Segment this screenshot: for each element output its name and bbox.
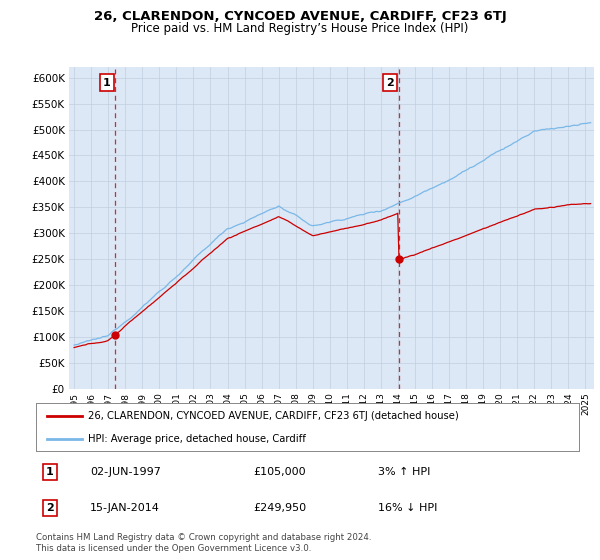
Text: Contains HM Land Registry data © Crown copyright and database right 2024.
This d: Contains HM Land Registry data © Crown c… (36, 533, 371, 553)
Text: 26, CLARENDON, CYNCOED AVENUE, CARDIFF, CF23 6TJ (detached house): 26, CLARENDON, CYNCOED AVENUE, CARDIFF, … (88, 411, 458, 421)
Text: £105,000: £105,000 (253, 466, 306, 477)
Text: 3% ↑ HPI: 3% ↑ HPI (378, 466, 430, 477)
Text: 1: 1 (46, 466, 53, 477)
Text: HPI: Average price, detached house, Cardiff: HPI: Average price, detached house, Card… (88, 434, 305, 444)
Text: 1: 1 (103, 78, 111, 88)
Text: 15-JAN-2014: 15-JAN-2014 (91, 503, 160, 513)
Text: 02-JUN-1997: 02-JUN-1997 (91, 466, 161, 477)
Text: 2: 2 (46, 503, 53, 513)
Text: 16% ↓ HPI: 16% ↓ HPI (378, 503, 437, 513)
Text: 26, CLARENDON, CYNCOED AVENUE, CARDIFF, CF23 6TJ: 26, CLARENDON, CYNCOED AVENUE, CARDIFF, … (94, 10, 506, 23)
Text: 2: 2 (386, 78, 394, 88)
Text: £249,950: £249,950 (253, 503, 307, 513)
Text: Price paid vs. HM Land Registry’s House Price Index (HPI): Price paid vs. HM Land Registry’s House … (131, 22, 469, 35)
